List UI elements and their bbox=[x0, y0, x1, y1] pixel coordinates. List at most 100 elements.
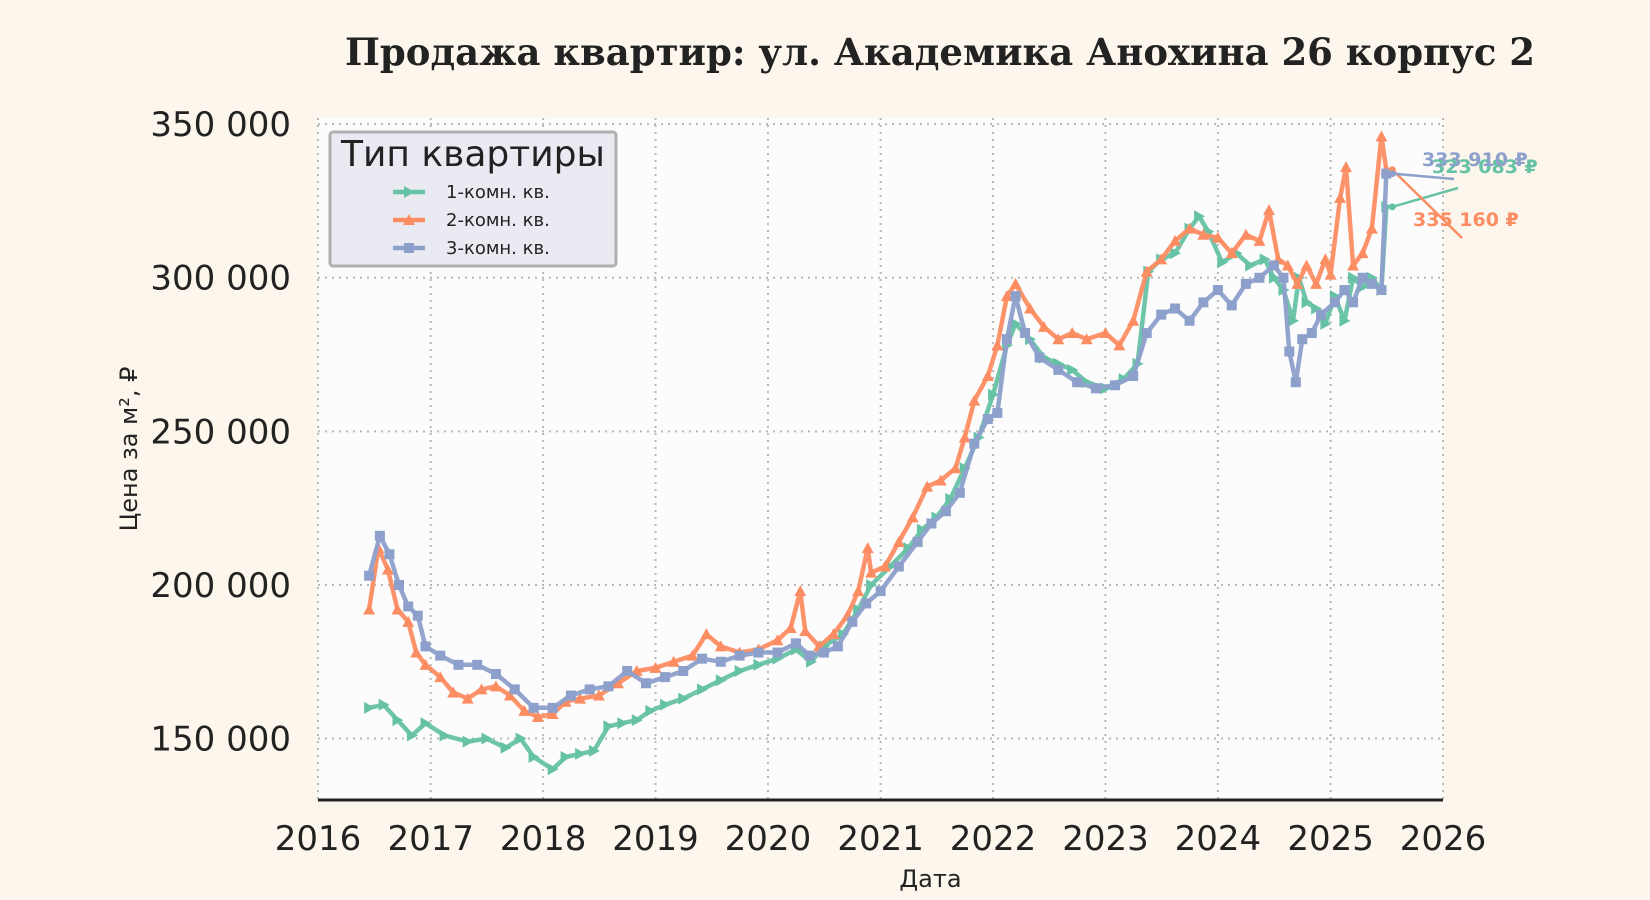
data-point bbox=[1072, 377, 1083, 388]
data-point bbox=[1194, 210, 1206, 223]
data-point bbox=[1211, 231, 1224, 243]
data-point bbox=[1356, 247, 1369, 259]
data-point bbox=[916, 523, 928, 536]
data-point bbox=[1080, 333, 1093, 345]
data-point bbox=[784, 621, 797, 633]
data-point bbox=[531, 711, 544, 723]
data-point bbox=[771, 634, 784, 646]
legend-title: Тип квартиры bbox=[340, 134, 605, 175]
legend-swatch-marker bbox=[404, 243, 414, 253]
x-axis-label: Дата bbox=[899, 865, 961, 893]
legend: Тип квартиры 1-комн. кв. 2-комн. кв. 3-ком… bbox=[328, 130, 618, 268]
data-point bbox=[903, 542, 915, 555]
data-point bbox=[700, 628, 713, 640]
data-point bbox=[1290, 377, 1301, 388]
data-point bbox=[892, 535, 905, 547]
last-value-annotations: 323 083 ₽ 335 160 ₽ 333 910 ₽ bbox=[1388, 149, 1538, 239]
x-tick-label: 2019 bbox=[612, 819, 699, 859]
y-axis-label: Цена за м², ₽ bbox=[115, 367, 143, 532]
data-point bbox=[462, 735, 474, 748]
data-point bbox=[697, 683, 709, 696]
data-point bbox=[1001, 334, 1012, 345]
x-tick-label: 2017 bbox=[387, 819, 474, 859]
data-point bbox=[753, 647, 764, 658]
data-point bbox=[714, 640, 727, 652]
data-point bbox=[1052, 333, 1065, 345]
data-point bbox=[1268, 271, 1280, 284]
annotation-label: 333 910 ₽ bbox=[1422, 149, 1528, 171]
data-point bbox=[1024, 302, 1037, 314]
legend-label: 1-комн. кв. bbox=[446, 182, 550, 203]
data-point bbox=[832, 641, 843, 652]
grid-lines bbox=[317, 118, 1444, 800]
legend-label: 2-комн. кв. bbox=[446, 210, 550, 231]
data-point bbox=[1329, 297, 1340, 308]
data-point bbox=[697, 653, 708, 664]
data-point bbox=[439, 729, 451, 742]
data-point bbox=[799, 625, 812, 637]
data-point bbox=[1183, 222, 1196, 234]
data-point bbox=[406, 729, 418, 742]
data-point bbox=[518, 704, 531, 716]
data-point bbox=[574, 692, 587, 704]
data-point bbox=[592, 689, 605, 701]
data-point bbox=[1278, 272, 1289, 283]
data-point bbox=[603, 720, 615, 733]
chart-title: Продажа квартир: ул. Академика Анохина 2… bbox=[344, 30, 1536, 74]
data-point bbox=[1253, 234, 1266, 246]
data-point bbox=[447, 686, 460, 698]
data-point bbox=[1347, 259, 1360, 271]
data-point bbox=[678, 692, 690, 705]
annotation-arrow bbox=[1391, 168, 1463, 239]
data-point bbox=[1090, 383, 1101, 394]
y-tick-labels: 150 000 200 000 250 000 300 000 350 000 bbox=[150, 105, 291, 759]
data-point bbox=[1348, 297, 1359, 308]
data-point bbox=[790, 638, 801, 649]
data-point bbox=[1198, 297, 1209, 308]
data-point bbox=[1155, 253, 1168, 265]
x-tick-label: 2026 bbox=[1400, 819, 1487, 859]
data-point bbox=[1226, 300, 1237, 311]
data-point bbox=[1225, 247, 1238, 259]
series-3 bbox=[364, 168, 1392, 713]
data-point bbox=[588, 744, 600, 757]
data-point bbox=[1306, 328, 1317, 339]
data-point bbox=[1000, 290, 1013, 302]
data-point bbox=[1067, 363, 1079, 376]
data-point bbox=[1375, 130, 1388, 142]
data-point bbox=[818, 647, 829, 658]
data-point bbox=[1339, 285, 1350, 296]
data-point bbox=[391, 603, 404, 615]
data-point bbox=[853, 603, 865, 616]
data-point bbox=[686, 649, 699, 661]
data-point bbox=[1311, 302, 1323, 315]
data-point bbox=[631, 714, 643, 727]
data-point bbox=[1184, 315, 1195, 326]
annotation-arrowhead bbox=[1388, 203, 1396, 211]
data-point bbox=[1324, 268, 1337, 280]
data-point bbox=[1262, 204, 1275, 216]
y-tick-label: 300 000 bbox=[150, 259, 291, 299]
data-point bbox=[968, 394, 981, 406]
data-point bbox=[1291, 277, 1304, 289]
data-point bbox=[1268, 260, 1279, 271]
data-point bbox=[969, 438, 980, 449]
data-point bbox=[861, 542, 874, 554]
data-point bbox=[1316, 309, 1327, 320]
data-point bbox=[847, 616, 858, 627]
data-point bbox=[419, 658, 432, 670]
data-point bbox=[958, 431, 971, 443]
data-point bbox=[861, 598, 872, 609]
data-point bbox=[1376, 285, 1387, 296]
data-point bbox=[420, 717, 432, 730]
data-point bbox=[1009, 277, 1022, 289]
data-point bbox=[515, 732, 527, 745]
data-point bbox=[852, 585, 865, 597]
data-point bbox=[1357, 272, 1368, 283]
data-point bbox=[1197, 228, 1210, 240]
annotation-arrow bbox=[1391, 186, 1459, 209]
data-point bbox=[381, 563, 394, 575]
data-point bbox=[992, 407, 1003, 418]
